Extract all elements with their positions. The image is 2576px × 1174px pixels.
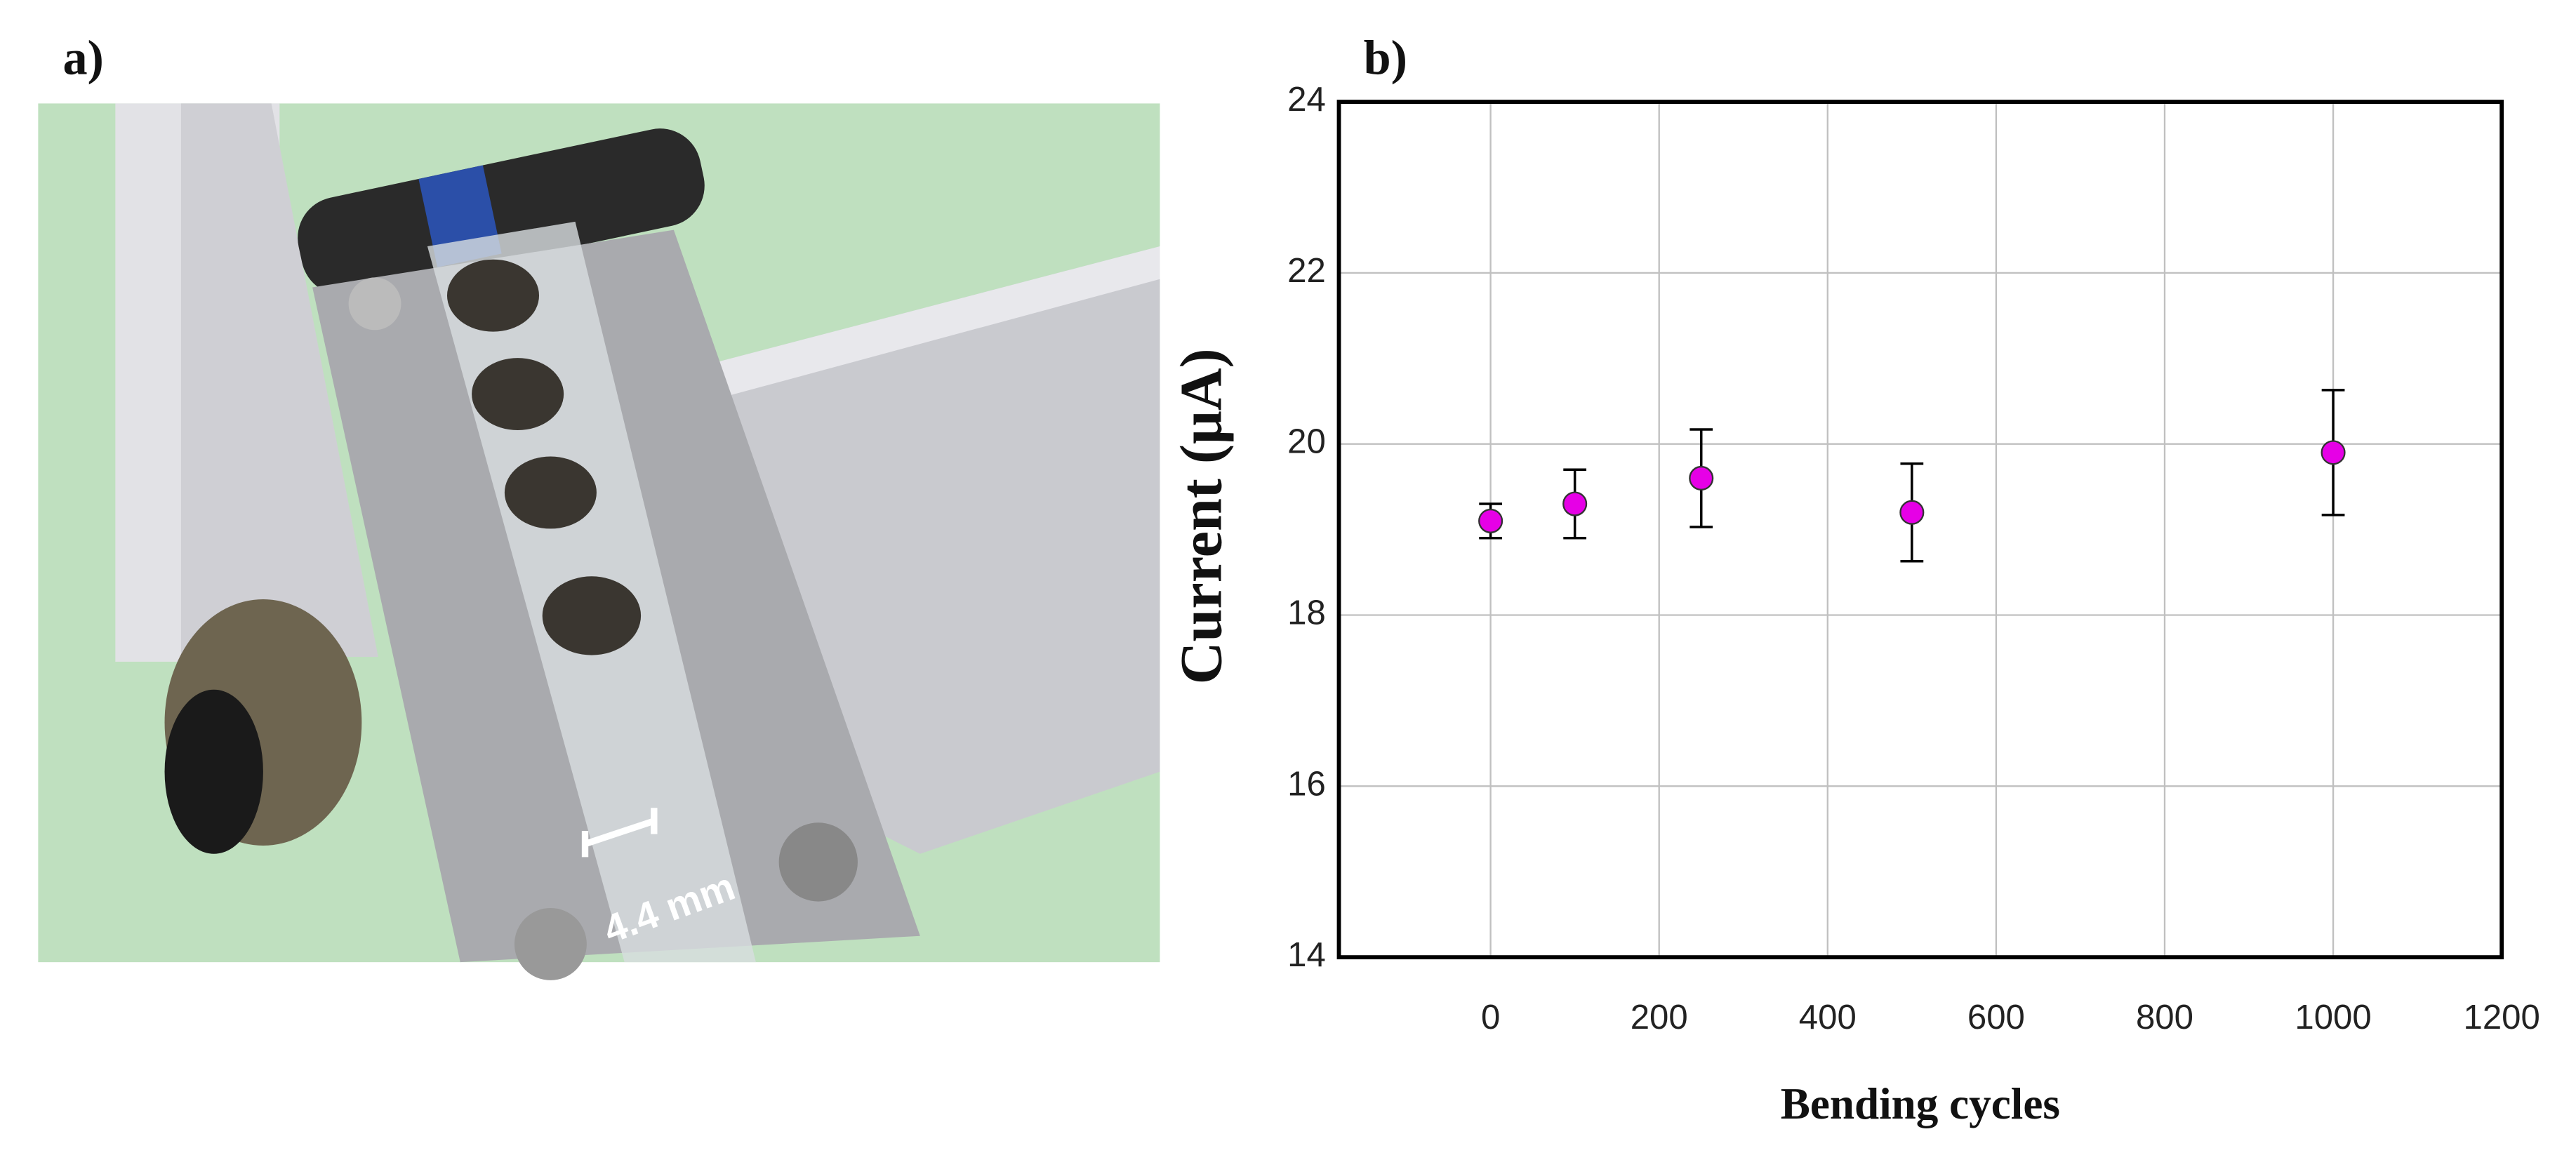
y-tick-label: 16	[1287, 765, 1326, 803]
panel-label: a)	[62, 30, 103, 85]
x-tick-label: 800	[2136, 999, 2193, 1036]
y-axis-label: Current (μA)	[1169, 348, 1235, 684]
x-tick-label: 1000	[2295, 999, 2371, 1036]
point	[2321, 440, 2346, 465]
point	[1562, 491, 1588, 516]
y-tick-label: 22	[1287, 252, 1326, 290]
x-tick-label: 400	[1799, 999, 1857, 1036]
x-axis-label: Bending cycles	[1781, 1079, 2060, 1128]
point	[1689, 465, 1714, 491]
y-tick-label: 18	[1287, 594, 1326, 632]
y-tick-label: 20	[1287, 423, 1326, 461]
x-tick-label: 600	[1967, 999, 2025, 1036]
y-tick-label: 14	[1287, 936, 1326, 974]
point	[1478, 508, 1503, 533]
plot-frame	[1336, 100, 2504, 960]
photo: 4.4 mm	[38, 103, 1160, 980]
point	[1899, 500, 1925, 525]
x-tick-label: 0	[1481, 999, 1500, 1036]
plot: 14 16 18 20 22 24 0 200 400 600 800 1000 1200 Bending…	[1169, 81, 2540, 1128]
y-tick-label: 24	[1287, 81, 1326, 119]
x-tick-label: 200	[1631, 999, 1688, 1036]
x-tick-label: 1200	[2464, 999, 2540, 1036]
panel-label: b)	[1364, 30, 1407, 85]
